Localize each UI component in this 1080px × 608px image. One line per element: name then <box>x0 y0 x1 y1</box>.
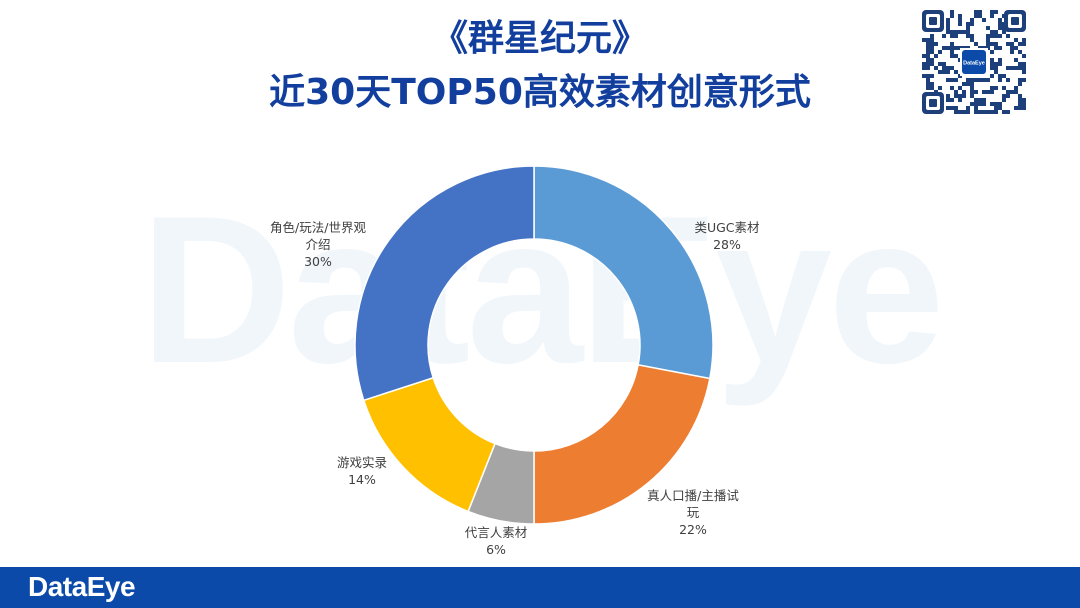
donut-slice-4 <box>362 376 496 513</box>
page-title-game-name: 《群星纪元》 <box>431 18 648 59</box>
donut-slice-1 <box>533 165 714 380</box>
donut-slice-5 <box>354 165 535 402</box>
slice-label-2: 真人口播/主播试玩 22% <box>647 488 739 537</box>
page-title-subtitle: 近30天TOP50高效素材创意形式 <box>269 72 811 113</box>
qr-center-label: DataEye <box>963 61 985 67</box>
donut-slice-2 <box>533 363 711 525</box>
slice-label-4: 游戏实录 14% <box>337 455 387 487</box>
qr-code-icon: DataEye <box>920 8 1028 116</box>
slice-label-5: 角色/玩法/世界观介绍 30% <box>270 220 366 269</box>
slice-label-1: 类UGC素材 28% <box>694 220 759 252</box>
footer-dataeye-logo: DataEye <box>28 571 136 602</box>
footer-bar: DataEye <box>0 567 1080 608</box>
slice-label-3: 代言人素材 6% <box>465 525 528 557</box>
